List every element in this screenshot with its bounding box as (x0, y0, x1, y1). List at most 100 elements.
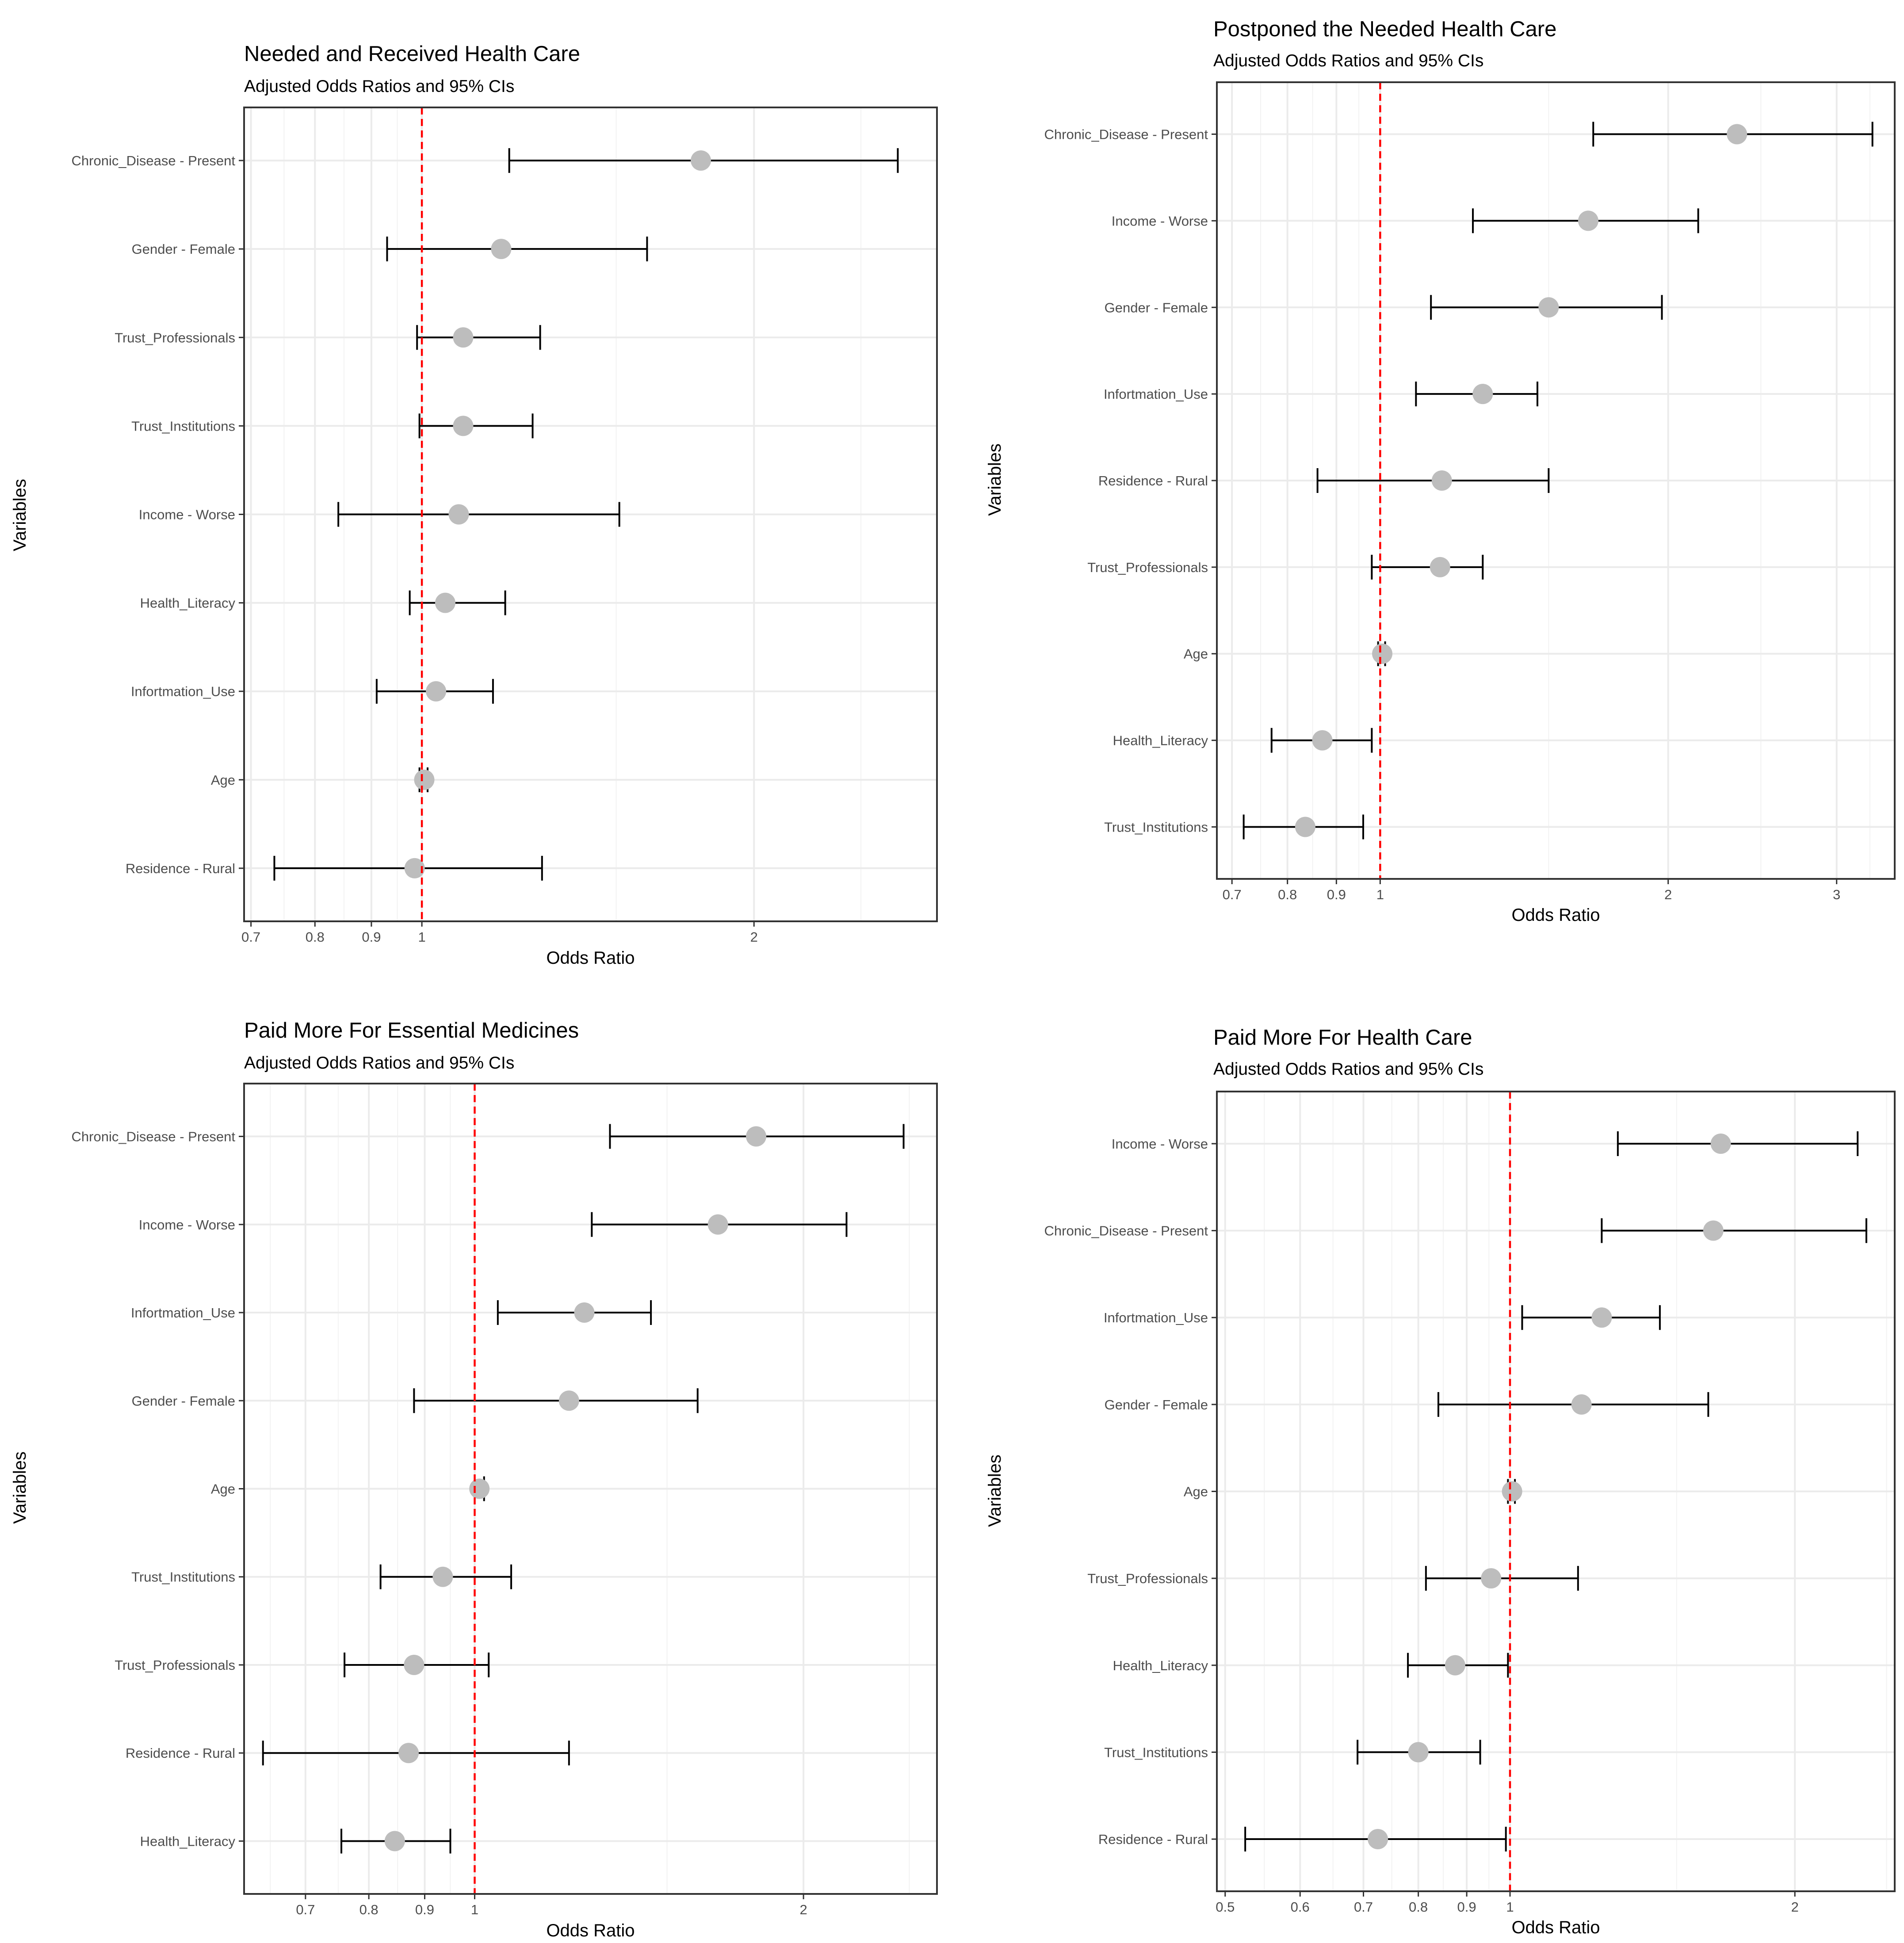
odds-ratio-point (1481, 1568, 1502, 1589)
y-category-label: Chronic_Disease - Present (72, 1129, 236, 1145)
y-category-label: Infortmation_Use (131, 684, 235, 699)
y-category-label: Gender - Female (132, 1393, 235, 1409)
x-tick-label: 0.7 (296, 1902, 315, 1917)
x-tick-label: 1 (1376, 887, 1384, 902)
x-tick-label: 0.9 (1327, 887, 1346, 902)
odds-ratio-point (558, 1390, 579, 1411)
y-axis-title: Variables (985, 1454, 1005, 1527)
odds-ratio-point (746, 1126, 767, 1147)
odds-ratio-point (1312, 730, 1333, 751)
odds-ratio-point (404, 1654, 424, 1675)
chart-subtitle: Adjusted Odds Ratios and 95% CIs (1213, 1060, 1483, 1079)
y-axis-title: Variables (10, 479, 30, 551)
x-tick-label: 0.9 (415, 1902, 434, 1917)
x-tick-label: 1 (1506, 1899, 1514, 1915)
chart-subtitle: Adjusted Odds Ratios and 95% CIs (1213, 51, 1483, 70)
odds-ratio-point (1502, 1481, 1522, 1502)
x-tick-label: 0.7 (1223, 887, 1242, 902)
chart-subtitle: Adjusted Odds Ratios and 95% CIs (244, 77, 514, 96)
chart-panel-1: Chronic_Disease - Present Gender - Female… (10, 42, 938, 968)
odds-ratio-point (384, 1831, 405, 1851)
y-category-label: Chronic_Disease - Present (1044, 1223, 1208, 1239)
y-category-label: Trust_Professionals (115, 1657, 235, 1673)
odds-ratio-point (469, 1478, 490, 1499)
y-category-label: Gender - Female (1105, 300, 1208, 315)
y-category-label: Infortmation_Use (1104, 386, 1208, 402)
odds-ratio-point (1445, 1655, 1465, 1676)
y-axis-title: Variables (985, 443, 1005, 516)
odds-ratio-point (453, 416, 474, 436)
x-tick-label: 2 (799, 1902, 807, 1917)
x-tick-label: 0.8 (359, 1902, 379, 1917)
odds-ratio-point (1372, 643, 1393, 664)
y-category-label: Income - Worse (1112, 213, 1208, 229)
x-tick-label: 1 (471, 1902, 478, 1917)
y-category-label: Residence - Rural (126, 1745, 235, 1761)
odds-ratio-point (1538, 297, 1559, 318)
y-category-label: Gender - Female (1105, 1397, 1208, 1412)
chart-title: Paid More For Health Care (1213, 1026, 1472, 1050)
chart-panel-3: Chronic_Disease - Present Income - Worse I… (10, 1019, 938, 1940)
x-axis-title: Odds Ratio (1511, 1918, 1600, 1937)
odds-ratio-point (1408, 1742, 1429, 1763)
x-tick-label: 0.7 (241, 929, 260, 945)
y-category-label: Trust_Institutions (131, 418, 235, 434)
x-tick-label: 2 (1791, 1899, 1799, 1915)
y-category-label: Income - Worse (139, 507, 235, 523)
odds-ratio-point (491, 239, 512, 260)
y-category-label: Trust_Professionals (115, 330, 235, 345)
x-axis-title: Odds Ratio (1511, 905, 1600, 925)
y-category-label: Health_Literacy (140, 595, 236, 611)
chart-panel-2: Chronic_Disease - Present Income - Worse G… (985, 17, 1896, 925)
x-tick-label: 1 (418, 929, 425, 945)
x-tick-label: 2 (1664, 887, 1672, 902)
y-category-label: Health_Literacy (1113, 1658, 1208, 1673)
y-category-label: Trust_Professionals (1087, 560, 1208, 575)
y-category-label: Trust_Institutions (131, 1569, 235, 1585)
odds-ratio-point (453, 327, 474, 348)
x-tick-label: 3 (1833, 887, 1840, 902)
odds-ratio-point (691, 150, 711, 171)
y-category-label: Income - Worse (139, 1217, 235, 1233)
odds-ratio-point (432, 1566, 453, 1587)
x-tick-label: 0.9 (362, 929, 381, 945)
x-axis-title: Odds Ratio (546, 1921, 635, 1940)
odds-ratio-point (707, 1214, 728, 1235)
y-category-label: Residence - Rural (1098, 1832, 1208, 1847)
y-category-label: Health_Literacy (140, 1833, 236, 1849)
odds-ratio-point (414, 769, 435, 790)
y-category-label: Chronic_Disease - Present (1044, 127, 1208, 142)
y-category-label: Age (211, 1481, 235, 1497)
odds-ratio-point (1472, 384, 1493, 405)
x-tick-label: 2 (750, 929, 758, 945)
odds-ratio-point (1430, 557, 1450, 577)
y-category-label: Residence - Rural (126, 861, 235, 876)
odds-ratio-point (404, 858, 425, 878)
odds-ratio-point (574, 1302, 595, 1323)
x-tick-label: 0.8 (1278, 887, 1297, 902)
odds-ratio-point (1710, 1133, 1731, 1154)
odds-ratio-point (1591, 1307, 1612, 1328)
odds-ratio-point (1295, 817, 1315, 837)
x-tick-label: 0.8 (1409, 1899, 1428, 1915)
odds-ratio-point (448, 504, 469, 525)
odds-ratio-point (1703, 1220, 1724, 1241)
x-tick-label: 0.5 (1216, 1899, 1235, 1915)
odds-ratio-point (1571, 1394, 1592, 1415)
chart-title: Needed and Received Health Care (244, 42, 580, 66)
y-category-label: Residence - Rural (1098, 473, 1208, 489)
chart-title: Postponed the Needed Health Care (1213, 17, 1556, 41)
y-category-label: Trust_Professionals (1087, 1571, 1208, 1586)
odds-ratio-point (435, 592, 455, 613)
y-category-label: Infortmation_Use (131, 1305, 235, 1321)
y-category-label: Infortmation_Use (1104, 1310, 1208, 1325)
y-category-label: Health_Literacy (1113, 733, 1208, 748)
y-category-label: Age (1184, 1484, 1208, 1500)
x-tick-label: 0.9 (1457, 1899, 1476, 1915)
y-category-label: Chronic_Disease - Present (72, 153, 236, 168)
chart-subtitle: Adjusted Odds Ratios and 95% CIs (244, 1054, 514, 1073)
odds-ratio-point (398, 1743, 419, 1764)
odds-ratio-point (1727, 124, 1747, 145)
chart-panel-4: Income - Worse Chronic_Disease - Present I… (985, 1026, 1896, 1937)
